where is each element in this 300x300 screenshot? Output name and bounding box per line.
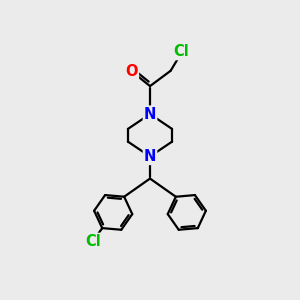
Text: Cl: Cl — [85, 234, 101, 249]
Text: N: N — [144, 106, 156, 122]
Text: Cl: Cl — [173, 44, 189, 59]
Text: O: O — [125, 64, 138, 79]
Text: N: N — [144, 149, 156, 164]
